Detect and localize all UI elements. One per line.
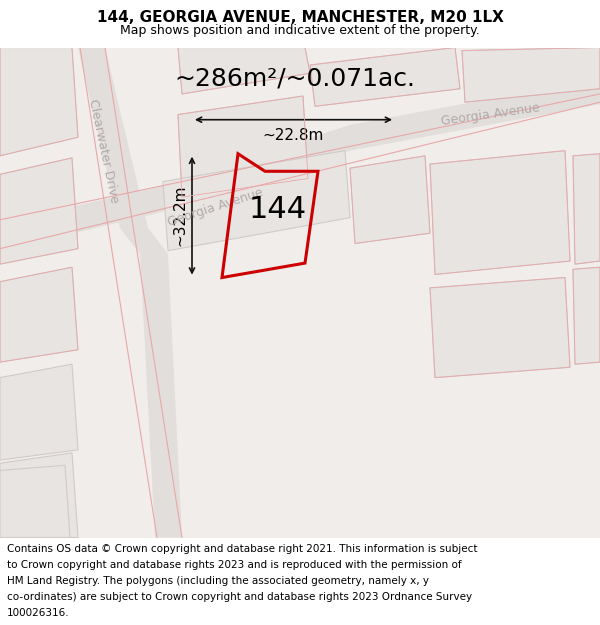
Polygon shape [78, 48, 182, 538]
Text: Contains OS data © Crown copyright and database right 2021. This information is : Contains OS data © Crown copyright and d… [7, 544, 478, 554]
Text: co-ordinates) are subject to Crown copyright and database rights 2023 Ordnance S: co-ordinates) are subject to Crown copyr… [7, 592, 472, 602]
Polygon shape [0, 364, 78, 460]
Text: 144, GEORGIA AVENUE, MANCHESTER, M20 1LX: 144, GEORGIA AVENUE, MANCHESTER, M20 1LX [97, 11, 503, 26]
Polygon shape [0, 465, 70, 538]
Polygon shape [310, 48, 460, 106]
Text: to Crown copyright and database rights 2023 and is reproduced with the permissio: to Crown copyright and database rights 2… [7, 560, 462, 570]
Polygon shape [178, 96, 308, 197]
Text: ~286m²/~0.071ac.: ~286m²/~0.071ac. [175, 66, 415, 91]
Polygon shape [0, 48, 78, 156]
Text: 144: 144 [249, 195, 307, 224]
Polygon shape [430, 278, 570, 378]
Polygon shape [462, 48, 600, 102]
Polygon shape [430, 151, 570, 274]
Polygon shape [0, 453, 78, 538]
Text: Clearwater Drive: Clearwater Drive [86, 98, 121, 204]
Polygon shape [350, 156, 430, 244]
Text: HM Land Registry. The polygons (including the associated geometry, namely x, y: HM Land Registry. The polygons (includin… [7, 576, 429, 586]
Polygon shape [0, 48, 600, 538]
Polygon shape [573, 268, 600, 364]
Text: ~32.2m: ~32.2m [172, 185, 187, 246]
Polygon shape [0, 158, 78, 264]
Polygon shape [0, 79, 600, 251]
Polygon shape [163, 151, 350, 251]
Polygon shape [573, 154, 600, 264]
Text: 100026316.: 100026316. [7, 608, 70, 618]
Text: Georgia Avenue: Georgia Avenue [166, 186, 265, 229]
Polygon shape [0, 268, 78, 362]
Text: Georgia Avenue: Georgia Avenue [440, 101, 540, 128]
Text: ~22.8m: ~22.8m [263, 128, 324, 143]
Polygon shape [178, 48, 310, 94]
Text: Map shows position and indicative extent of the property.: Map shows position and indicative extent… [120, 24, 480, 37]
